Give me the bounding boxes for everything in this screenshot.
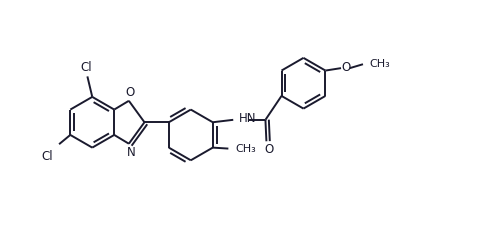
Text: Cl: Cl: [41, 150, 53, 163]
Text: O: O: [341, 61, 350, 74]
Text: N: N: [126, 146, 135, 158]
Text: CH₃: CH₃: [369, 59, 390, 69]
Text: Cl: Cl: [80, 61, 92, 74]
Text: HN: HN: [239, 112, 256, 125]
Text: CH₃: CH₃: [236, 144, 256, 154]
Text: O: O: [125, 86, 134, 99]
Text: O: O: [264, 143, 273, 155]
